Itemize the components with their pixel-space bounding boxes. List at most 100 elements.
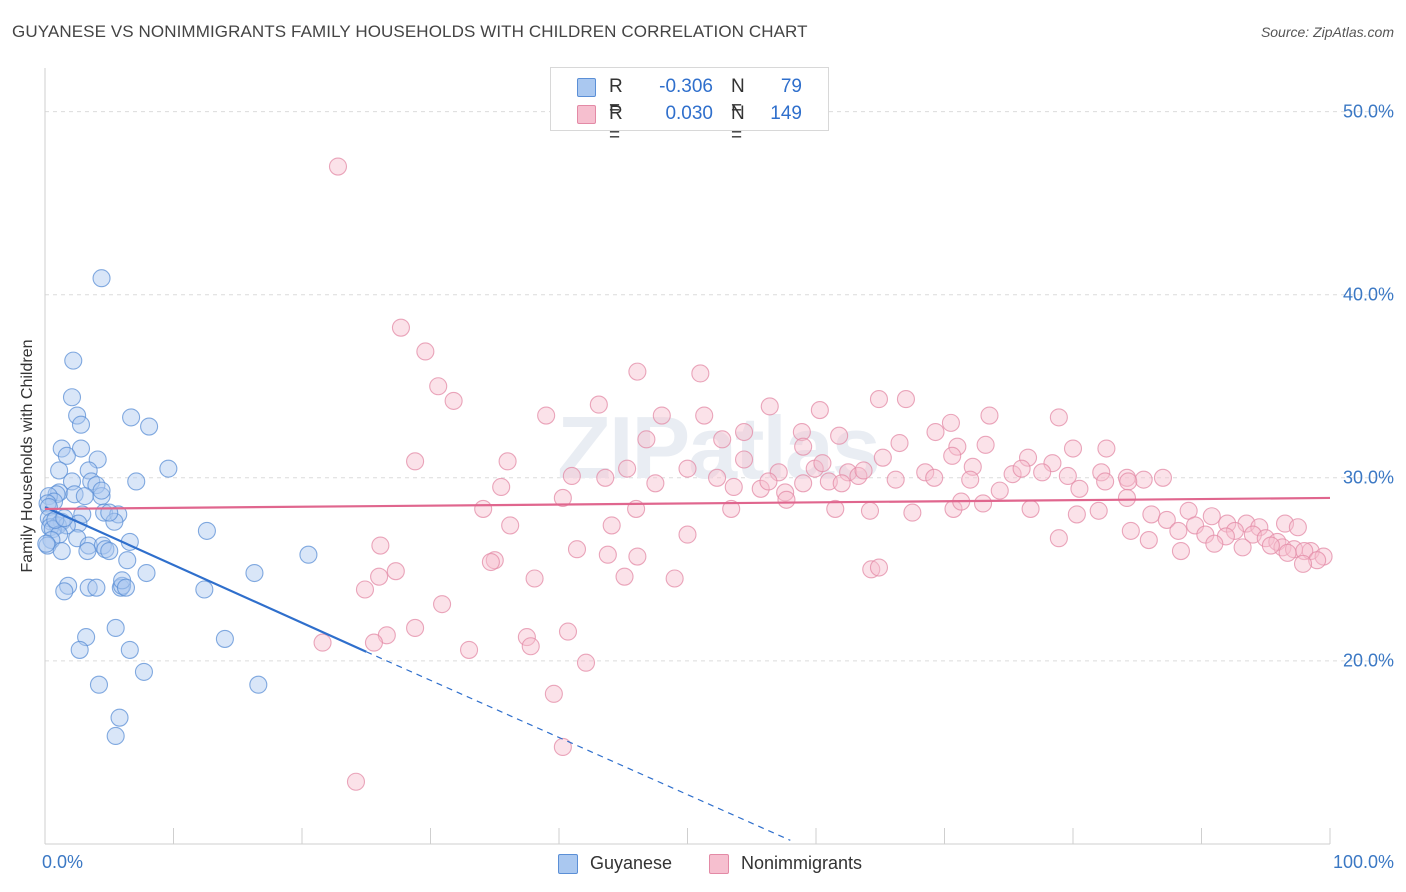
data-point bbox=[50, 483, 69, 502]
data-point bbox=[925, 468, 944, 487]
data-point bbox=[602, 516, 621, 535]
data-point bbox=[106, 618, 125, 637]
data-point bbox=[1153, 468, 1172, 487]
data-point bbox=[862, 560, 881, 579]
data-point bbox=[106, 726, 125, 746]
data-point bbox=[562, 466, 581, 486]
data-point bbox=[64, 351, 83, 370]
data-point bbox=[1058, 466, 1077, 486]
data-point bbox=[948, 437, 967, 456]
data-point bbox=[567, 540, 587, 559]
data-point bbox=[501, 516, 520, 535]
data-point bbox=[916, 463, 935, 482]
data-point bbox=[1121, 521, 1140, 540]
data-point bbox=[628, 547, 647, 566]
data-point bbox=[615, 567, 634, 586]
trendline-nonimmigrants bbox=[44, 496, 1331, 511]
data-point bbox=[370, 567, 389, 586]
data-point bbox=[71, 439, 91, 458]
data-point bbox=[886, 470, 905, 489]
data-point bbox=[832, 474, 851, 493]
data-point bbox=[1063, 439, 1083, 458]
data-point bbox=[708, 468, 727, 487]
data-point bbox=[71, 415, 91, 434]
data-point bbox=[416, 342, 435, 361]
data-point bbox=[1157, 510, 1176, 529]
data-point bbox=[618, 459, 637, 478]
data-point bbox=[890, 433, 909, 453]
data-point bbox=[792, 422, 811, 442]
data-point bbox=[116, 578, 136, 597]
data-point bbox=[849, 466, 868, 486]
y-tick-label: 20.0% bbox=[1342, 650, 1394, 671]
data-point bbox=[869, 558, 889, 577]
data-point bbox=[521, 637, 540, 656]
data-point bbox=[553, 488, 572, 508]
data-point bbox=[973, 494, 993, 513]
data-point bbox=[1092, 463, 1111, 482]
series-guyanese bbox=[37, 269, 318, 746]
data-point bbox=[355, 580, 375, 599]
data-point bbox=[110, 708, 129, 727]
data-point bbox=[961, 470, 980, 489]
data-point bbox=[695, 406, 714, 425]
data-point bbox=[854, 461, 873, 480]
data-point bbox=[1012, 459, 1031, 478]
data-point bbox=[976, 435, 995, 454]
trendline-guyanese bbox=[44, 506, 367, 653]
data-point bbox=[195, 580, 214, 599]
legend-label-nonimmigrants: Nonimmigrants bbox=[741, 853, 863, 873]
data-point bbox=[553, 737, 572, 757]
data-point bbox=[100, 503, 119, 522]
legend-swatch-nonimmigrants bbox=[709, 854, 729, 874]
data-point bbox=[1218, 514, 1237, 533]
data-point bbox=[346, 772, 366, 791]
data-point bbox=[50, 461, 69, 480]
data-point bbox=[1293, 554, 1313, 573]
data-point bbox=[364, 633, 384, 652]
data-point bbox=[481, 552, 500, 572]
data-point bbox=[628, 362, 647, 381]
data-point bbox=[127, 472, 146, 491]
data-point bbox=[980, 406, 999, 425]
data-point bbox=[444, 391, 463, 410]
data-point bbox=[776, 483, 795, 502]
series-nonimmigrants bbox=[313, 157, 1333, 791]
y-tick-label: 30.0% bbox=[1342, 467, 1394, 488]
data-point bbox=[724, 477, 743, 497]
data-point bbox=[105, 512, 124, 531]
data-point bbox=[1288, 518, 1307, 537]
data-point bbox=[78, 541, 97, 561]
data-point bbox=[941, 413, 960, 432]
data-point bbox=[62, 388, 82, 407]
data-point bbox=[70, 640, 89, 659]
data-point bbox=[215, 629, 234, 648]
series-points bbox=[37, 157, 1333, 791]
data-point bbox=[734, 422, 754, 442]
data-point bbox=[68, 406, 87, 425]
data-point bbox=[1139, 531, 1158, 550]
data-point bbox=[57, 446, 76, 465]
data-point bbox=[75, 487, 94, 506]
data-point bbox=[990, 481, 1009, 500]
data-point bbox=[1070, 479, 1089, 498]
data-point bbox=[1169, 521, 1188, 540]
data-point bbox=[391, 318, 410, 337]
data-point bbox=[794, 437, 813, 456]
data-point bbox=[1089, 501, 1108, 520]
legend-swatch-nonimmigrants bbox=[577, 105, 596, 124]
data-point bbox=[896, 390, 916, 409]
data-point bbox=[371, 536, 390, 555]
legend-n-value: 79 bbox=[780, 76, 802, 97]
data-point bbox=[406, 452, 425, 471]
data-point bbox=[87, 476, 106, 495]
data-point bbox=[722, 499, 741, 518]
data-point bbox=[79, 461, 98, 480]
data-point bbox=[1261, 536, 1280, 555]
legend-label-guyanese: Guyanese bbox=[590, 853, 673, 873]
legend-n-label: N = bbox=[731, 76, 745, 119]
legend-swatch-guyanese bbox=[558, 854, 578, 874]
data-point bbox=[839, 463, 858, 482]
data-point bbox=[386, 562, 405, 581]
data-point bbox=[92, 269, 111, 288]
